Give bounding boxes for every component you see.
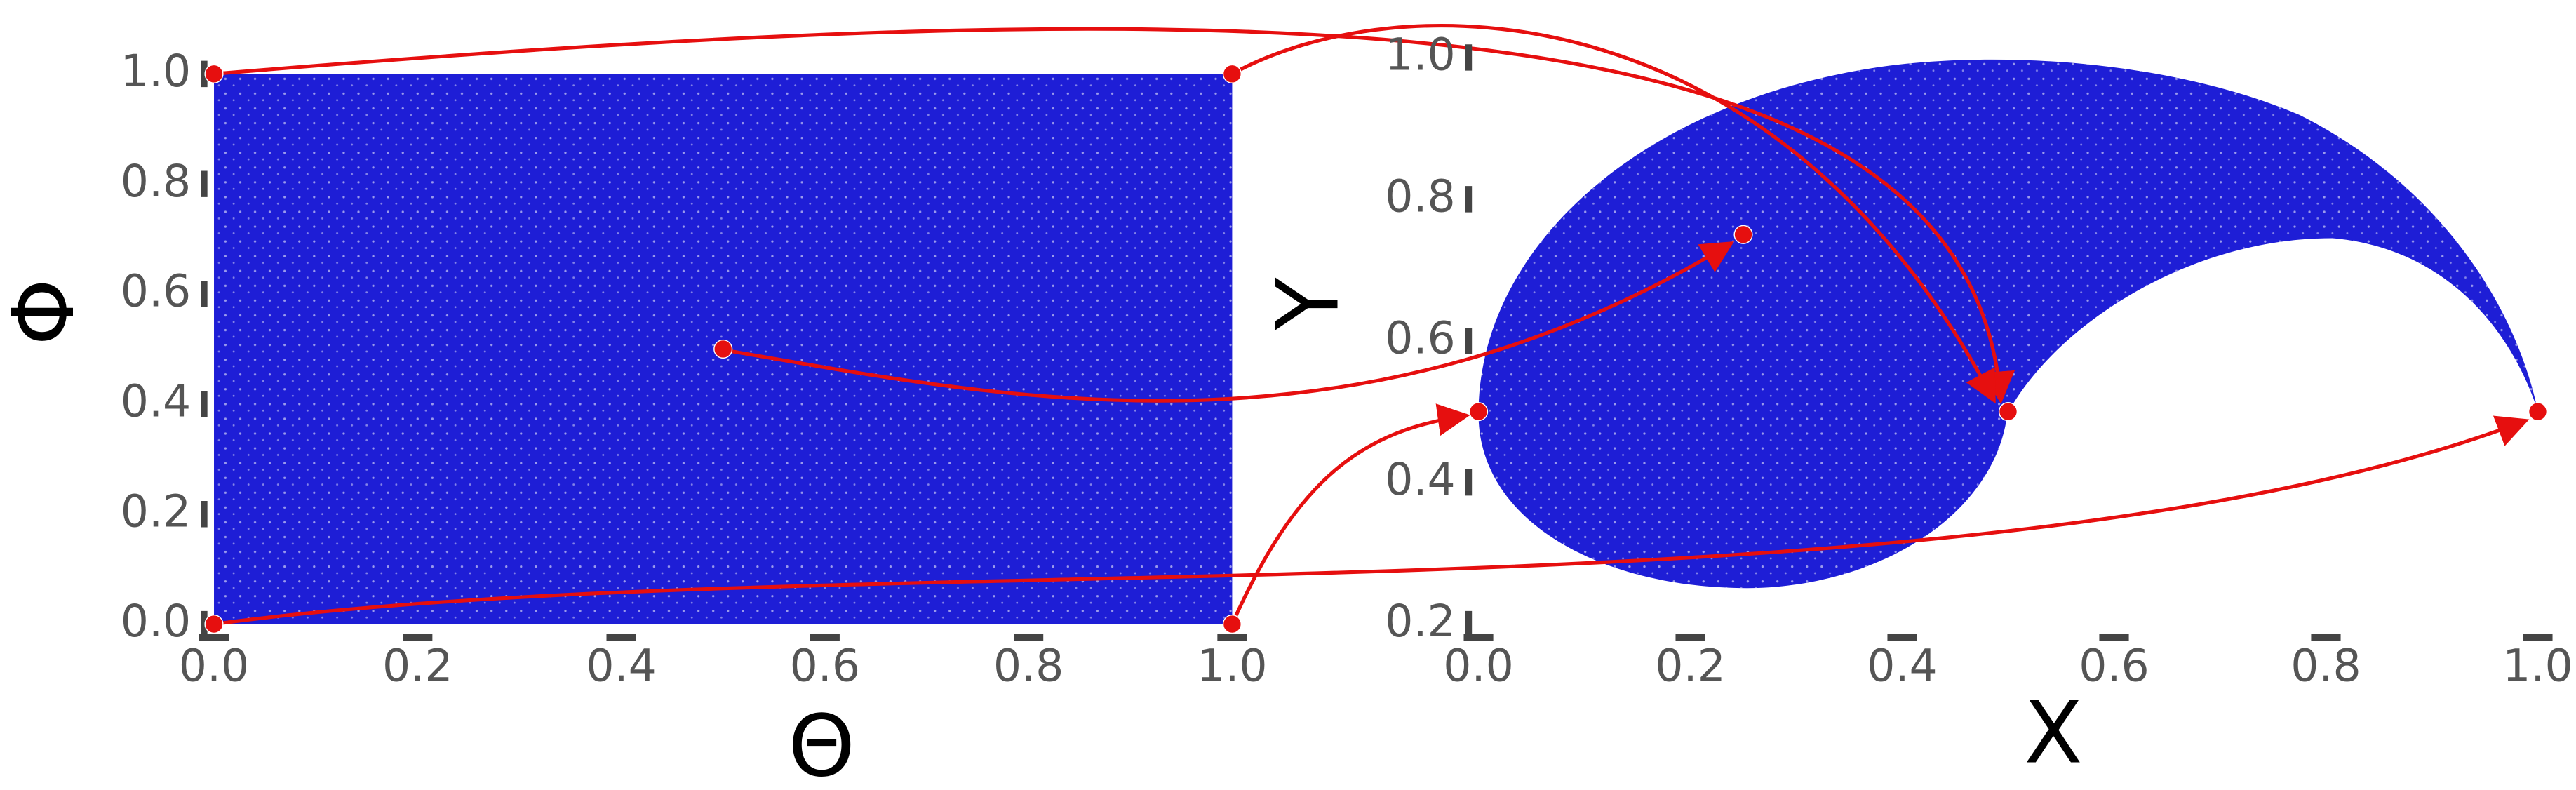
x-tick-label: 0.0 [179,639,250,691]
x-axis-label: X [2024,683,2082,783]
highlight-point [713,339,733,359]
x-tick-label: 1.0 [1197,639,1268,691]
arrow [723,241,1735,403]
y-tick-label: 0.8 [1385,170,1455,222]
x-tick-label: 0.6 [2079,639,2149,691]
x-tick-label: 0.8 [993,639,1064,691]
y-tick-label: 0.4 [121,375,192,427]
y-tick-label: 0.2 [1385,595,1455,647]
arrow [1231,24,1996,404]
x-tick-label: 0.8 [2290,639,2361,691]
highlight-point [1733,225,1753,244]
highlight-point [204,64,224,83]
highlight-point [1222,614,1242,634]
y-tick-label: 0.6 [121,265,192,317]
x-tick-label: 0.4 [586,639,657,691]
y-tick-label: 0.4 [1385,453,1455,505]
x-tick-label: 0.2 [1655,639,1725,691]
arrow [213,415,2530,627]
y-axis-label: Y [1259,277,1358,330]
y-tick-label: 1.0 [1385,29,1455,81]
y-tick-label: 0.8 [121,155,192,207]
highlight-point [1998,402,2018,422]
x-tick-label: 1.0 [2502,639,2573,691]
x-tick-label: 0.0 [1443,639,1514,691]
y-tick-label: 0.2 [121,485,192,537]
y-tick-label: 1.0 [121,45,192,97]
y-axis-label: Φ [0,279,93,346]
mapping-arrows [213,24,2530,627]
highlight-point [1222,64,1242,83]
highlight-point [2528,402,2548,422]
x-tick-label: 0.2 [382,639,453,691]
highlight-point [1468,402,1489,422]
highlight-point [204,614,224,634]
x-axis-label: Θ [788,696,855,790]
y-tick-label: 0.6 [1385,312,1455,363]
chart: 0.0 0.2 0.4 0.6 0.8 1.0 0.0 0.2 0.4 0.6 0.8 1.0 Θ Φ [0,45,1268,790]
chart: 0.0 0.2 0.4 0.6 0.8 1.00.20.40.60.81.0XY [1259,29,2573,783]
arrow [1230,403,1470,625]
arrow [213,27,2015,404]
x-tick-label: 0.4 [1867,639,1938,691]
point-cloud-texture [1478,59,2538,589]
x-tick-label: 0.6 [790,639,861,691]
y-tick-label: 0.0 [121,595,192,647]
